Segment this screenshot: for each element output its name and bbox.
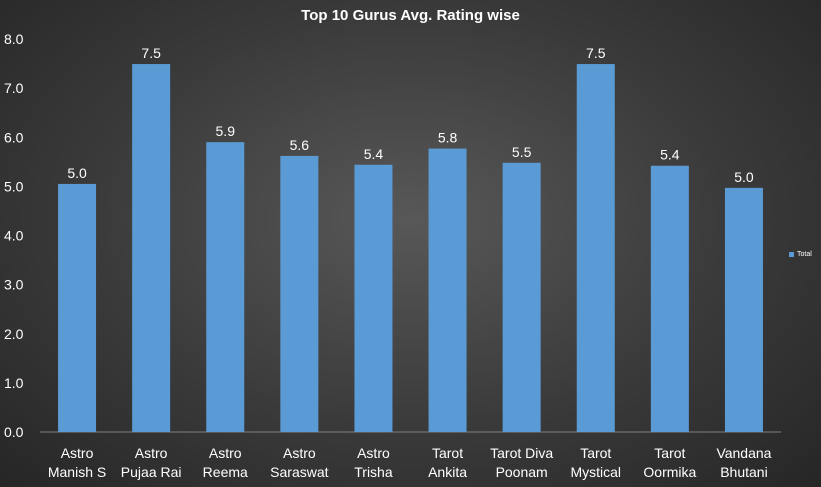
bar bbox=[650, 165, 689, 432]
data-label: 7.5 bbox=[586, 45, 606, 61]
legend-swatch bbox=[789, 252, 794, 257]
data-label: 5.0 bbox=[734, 169, 754, 185]
bar bbox=[724, 187, 763, 432]
x-tick-label: Mystical bbox=[570, 464, 621, 480]
y-tick-label: 3.0 bbox=[4, 277, 24, 293]
y-tick-label: 0.0 bbox=[4, 424, 24, 440]
y-tick-label: 7.0 bbox=[4, 80, 24, 96]
y-tick-label: 1.0 bbox=[4, 375, 24, 391]
x-tick-label: Tarot Diva bbox=[490, 445, 553, 461]
x-tick-label: Trisha bbox=[354, 464, 393, 480]
bar bbox=[132, 64, 171, 433]
data-label: 5.4 bbox=[364, 146, 384, 162]
x-tick-label: Tarot bbox=[580, 445, 611, 461]
bar bbox=[280, 155, 319, 433]
y-tick-label: 2.0 bbox=[4, 326, 24, 342]
y-tick-label: 4.0 bbox=[4, 228, 24, 244]
x-tick-label: Astro bbox=[357, 445, 390, 461]
bar bbox=[576, 64, 615, 433]
bar bbox=[206, 142, 245, 432]
data-label: 5.0 bbox=[67, 165, 87, 181]
data-label: 5.6 bbox=[290, 137, 310, 153]
legend: Total bbox=[789, 251, 812, 258]
x-tick-label: Bhutani bbox=[720, 464, 767, 480]
bar bbox=[58, 183, 97, 432]
bar bbox=[502, 162, 541, 433]
y-tick-label: 6.0 bbox=[4, 129, 24, 145]
x-tick-label: Astro bbox=[61, 445, 94, 461]
legend-label: Total bbox=[797, 251, 812, 258]
x-tick-label: Manish S bbox=[48, 464, 106, 480]
x-tick-label: Reema bbox=[203, 464, 248, 480]
y-tick-label: 5.0 bbox=[4, 178, 24, 194]
x-tick-label: Oormika bbox=[643, 464, 696, 480]
data-label: 5.8 bbox=[438, 130, 458, 146]
x-tick-label: Tarot bbox=[654, 445, 685, 461]
x-tick-label: Astro bbox=[283, 445, 316, 461]
data-label: 7.5 bbox=[141, 45, 161, 61]
x-tick-label: Vandana bbox=[716, 445, 771, 461]
x-tick-label: Poonam bbox=[496, 464, 548, 480]
y-tick-label: 8.0 bbox=[4, 31, 24, 47]
x-tick-label: Ankita bbox=[428, 464, 467, 480]
x-tick-label: Tarot bbox=[432, 445, 463, 461]
data-label: 5.9 bbox=[216, 123, 236, 139]
x-tick-label: Saraswat bbox=[270, 464, 328, 480]
bar bbox=[354, 164, 393, 432]
chart-title: Top 10 Gurus Avg. Rating wise bbox=[301, 7, 520, 24]
x-tick-label: Astro bbox=[209, 445, 242, 461]
x-tick-label: Pujaa Rai bbox=[121, 464, 182, 480]
data-label: 5.5 bbox=[512, 144, 532, 160]
data-label: 5.4 bbox=[660, 147, 680, 163]
bar bbox=[428, 148, 467, 432]
x-tick-label: Astro bbox=[135, 445, 168, 461]
